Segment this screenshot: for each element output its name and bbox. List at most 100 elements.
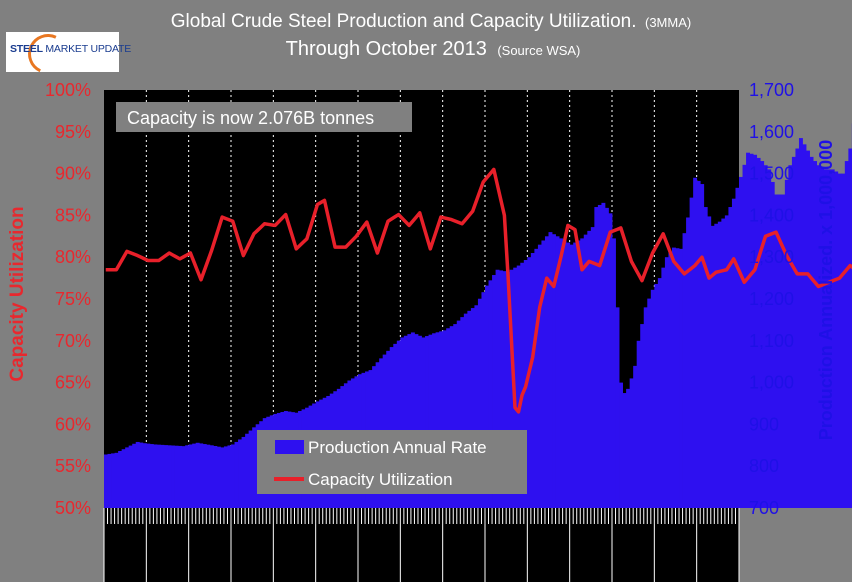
production-bar — [407, 334, 412, 508]
right-axis-tick-label: 1,700 — [749, 80, 794, 100]
production-bar — [121, 449, 126, 508]
left-axis-tick-label: 80% — [55, 247, 91, 267]
right-axis-tick-label: 800 — [749, 456, 779, 476]
production-bar — [132, 443, 137, 508]
production-bar — [456, 320, 461, 508]
production-bar — [753, 154, 758, 509]
production-bar — [516, 265, 521, 508]
production-bar — [541, 240, 546, 509]
year-label: 03 — [242, 546, 262, 566]
left-axis-tick-label: 100% — [45, 80, 91, 100]
production-bar — [216, 446, 221, 508]
production-bar — [245, 433, 250, 508]
production-bar — [837, 173, 842, 508]
production-bar — [474, 305, 479, 508]
production-bar — [608, 213, 613, 508]
production-bar — [816, 165, 821, 509]
production-bar — [629, 378, 634, 508]
production-bar — [604, 207, 609, 508]
production-bar — [386, 350, 391, 508]
production-bar — [234, 441, 239, 508]
production-bar — [439, 331, 444, 508]
legend-production-swatch — [275, 440, 304, 454]
production-bar — [435, 332, 440, 508]
right-axis-tick-label: 1,200 — [749, 289, 794, 309]
production-bar — [654, 283, 659, 508]
production-bar — [410, 332, 415, 508]
production-bar — [174, 445, 179, 508]
year-label: 01 — [157, 546, 177, 566]
production-bar — [167, 445, 172, 508]
production-bar — [721, 218, 726, 509]
year-label: 00 — [115, 546, 135, 566]
production-bar — [502, 271, 507, 508]
year-label: 13 — [665, 546, 685, 566]
production-bar — [763, 165, 768, 509]
production-bar — [125, 447, 130, 508]
right-axis-tick-label: 1,400 — [749, 205, 794, 225]
year-label: 04 — [284, 546, 304, 566]
production-bar — [590, 227, 595, 508]
production-bar — [615, 307, 620, 508]
x-axis-ticks: 00 01 02 03 04 05 06 07 08 09 10 11 12 13 14 — [103, 508, 740, 582]
production-bar — [661, 267, 666, 508]
production-bar — [199, 443, 204, 508]
production-bar — [248, 430, 253, 508]
production-bar — [446, 328, 451, 508]
production-bar — [798, 138, 803, 508]
left-axis-tick-label: 85% — [55, 205, 91, 225]
production-bar — [139, 442, 144, 508]
production-bar — [633, 365, 638, 508]
production-bar — [636, 340, 641, 508]
production-bar — [467, 310, 472, 508]
production-bar — [142, 443, 147, 508]
year-label: 07 — [411, 546, 431, 566]
production-bar — [583, 234, 588, 508]
production-bar — [594, 207, 599, 509]
production-bar — [735, 187, 740, 508]
production-bar — [693, 177, 698, 508]
production-bar — [449, 326, 454, 508]
production-bar — [223, 446, 228, 508]
production-bar — [650, 289, 655, 508]
production-bar — [671, 247, 676, 508]
production-bar — [209, 445, 214, 508]
production-bar — [795, 148, 800, 508]
production-bar — [573, 242, 578, 508]
capacity-utilization-line — [105, 167, 852, 414]
right-axis-title: Production Annualized. x 1,000,000 — [816, 140, 836, 440]
year-label: 09 — [496, 546, 516, 566]
production-bar — [530, 253, 535, 508]
year-label: 10 — [538, 546, 558, 566]
production-bar — [509, 269, 514, 508]
right-axis-tick-label: 1,100 — [749, 331, 794, 351]
right-axis-ticks: 700 800 900 1,000 1,100 1,200 1,300 1,400 1,500 1… — [749, 80, 794, 518]
production-bar — [403, 335, 408, 508]
production-bar — [114, 452, 119, 508]
production-bar — [178, 445, 183, 508]
production-bar — [626, 388, 631, 508]
production-bar — [601, 202, 606, 509]
production-bar — [481, 292, 486, 508]
production-bar — [156, 444, 161, 508]
production-bar — [827, 169, 832, 509]
production-bar — [135, 441, 140, 508]
production-bar — [668, 252, 673, 508]
production-bar — [506, 271, 511, 508]
right-axis-tick-label: 1,000 — [749, 373, 794, 393]
production-bar — [118, 451, 123, 508]
production-bar — [742, 164, 747, 508]
production-bar — [830, 169, 835, 509]
production-bar — [784, 179, 789, 508]
production-bar — [622, 393, 627, 508]
right-axis-tick-label: 700 — [749, 498, 779, 518]
production-bar — [823, 169, 828, 509]
production-bar — [552, 234, 556, 508]
production-bar — [188, 444, 193, 508]
production-bar — [428, 334, 433, 508]
production-bar — [746, 152, 750, 508]
year-label: 14 — [708, 546, 728, 566]
production-bar — [499, 270, 504, 508]
production-bar — [647, 298, 652, 508]
